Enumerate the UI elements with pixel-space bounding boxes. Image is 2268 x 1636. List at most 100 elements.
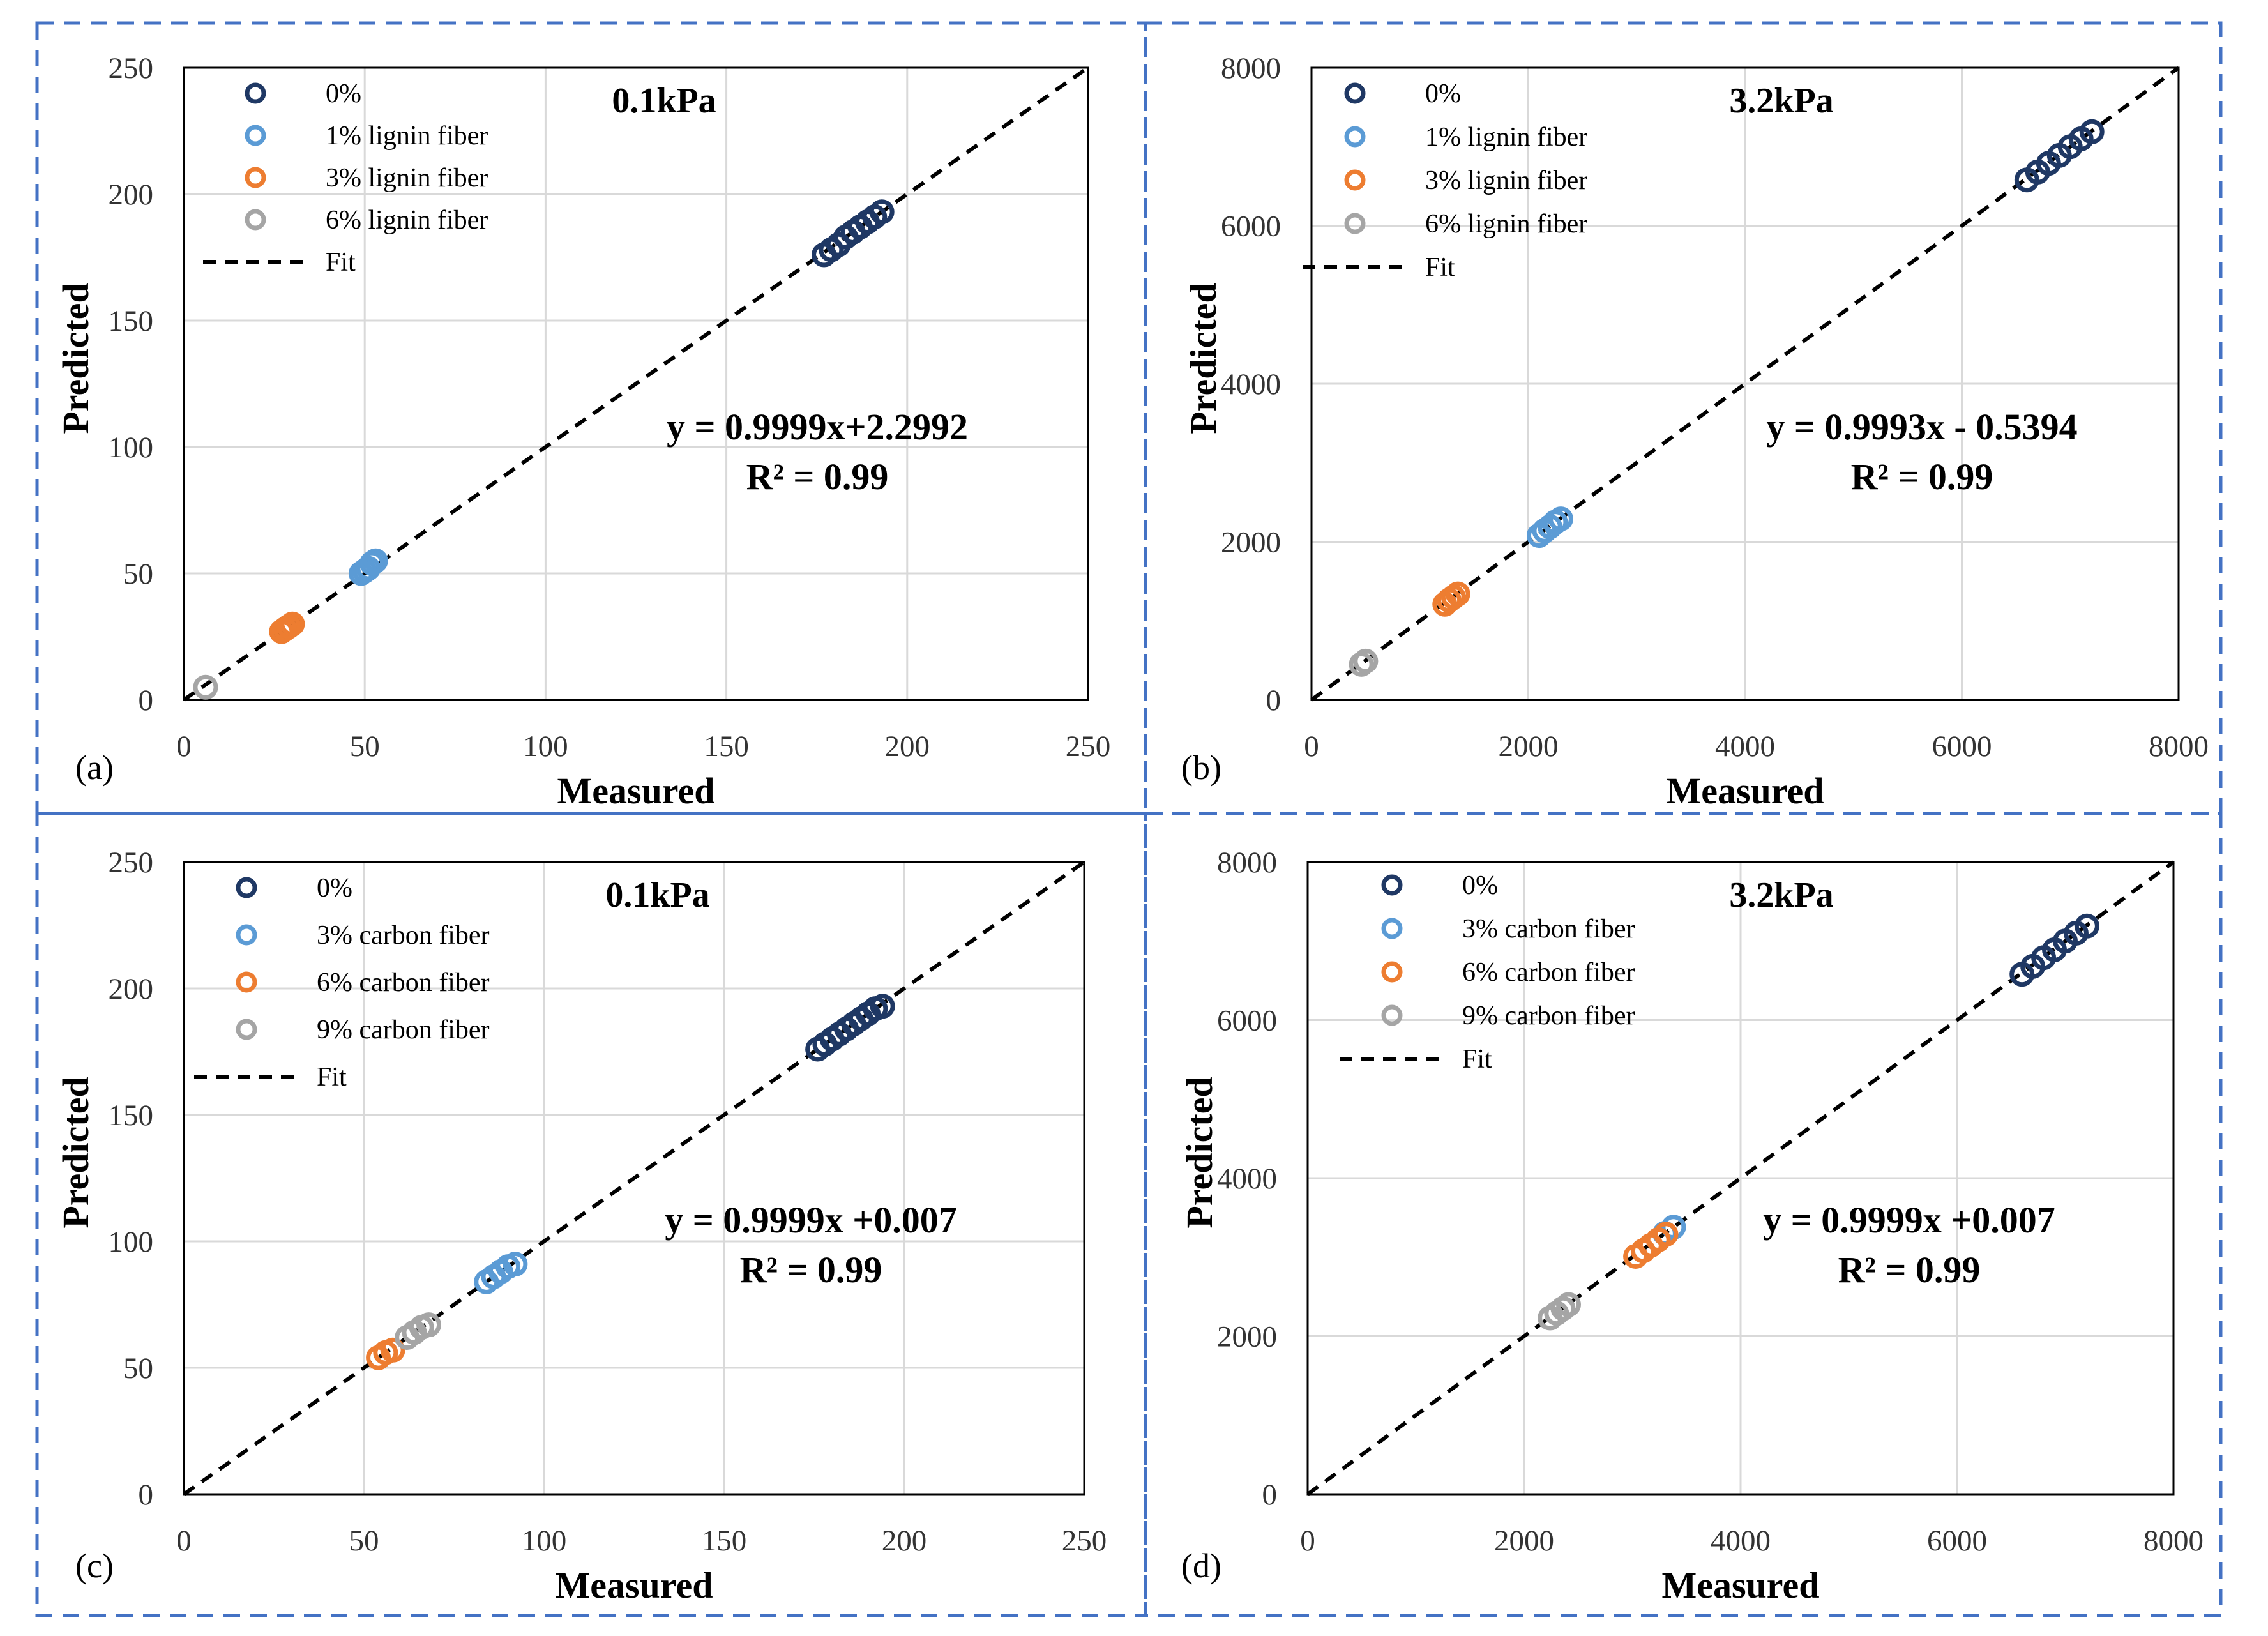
legend-marker xyxy=(1381,961,1403,983)
legend-marker xyxy=(236,924,257,946)
legend-label: 3% lignin fiber xyxy=(1425,166,1587,195)
legend-marker xyxy=(1381,1004,1403,1026)
y-tick-label: 2000 xyxy=(1217,1321,1277,1354)
y-axis-title: Predicted xyxy=(1183,282,1224,434)
chart-panel-b: 0 2000 4000 6000 8000 0 2000 4000 6000 8000 0% 1% l… xyxy=(1181,52,2209,812)
legend-label: 0% xyxy=(1425,79,1461,109)
chart-title: 3.2kPa xyxy=(1729,81,1833,121)
y-tick-label: 8000 xyxy=(1221,52,1281,85)
r-squared: R² = 0.99 xyxy=(740,1249,882,1291)
data-point xyxy=(2079,119,2105,144)
x-tick-label: 6000 xyxy=(1932,730,1992,763)
x-tick-label: 0 xyxy=(176,1524,192,1557)
legend-fit-label: Fit xyxy=(326,248,356,277)
series-3 xyxy=(395,1312,442,1350)
data-point xyxy=(1555,1292,1581,1317)
legend-fit-label: Fit xyxy=(1462,1045,1492,1074)
legend-marker xyxy=(1344,213,1366,234)
legend-label: 3% carbon fiber xyxy=(317,921,490,950)
x-tick-label: 2000 xyxy=(1499,730,1559,763)
y-tick-label: 6000 xyxy=(1221,210,1281,243)
y-tick-label: 50 xyxy=(123,1352,153,1385)
legend: 0% 3% carbon fiber 6% carbon fiber 9% carbo… xyxy=(194,874,490,1092)
x-tick-label: 50 xyxy=(349,1524,379,1557)
legend: 0% 1% lignin fiber 3% lignin fiber 6% ligni… xyxy=(1303,79,1587,282)
data-point xyxy=(363,548,388,573)
x-tick-label: 50 xyxy=(350,730,380,763)
legend-label: 6% lignin fiber xyxy=(1425,209,1587,239)
legend-marker xyxy=(245,167,266,188)
legend-marker xyxy=(1344,82,1366,104)
data-point xyxy=(870,994,895,1019)
series-1 xyxy=(1526,506,1573,549)
panel-label: (c) xyxy=(75,1547,114,1585)
series-2 xyxy=(366,1337,405,1370)
y-tick-label: 100 xyxy=(109,1225,154,1259)
panel-label: (b) xyxy=(1181,748,1221,787)
x-tick-label: 8000 xyxy=(2149,730,2209,763)
series-2 xyxy=(1623,1222,1679,1269)
x-axis-title: Measured xyxy=(557,770,714,812)
legend: 0% 3% carbon fiber 6% carbon fiber 9% carbo… xyxy=(1340,871,1635,1074)
plot-area xyxy=(183,861,1085,1496)
y-tick-label: 100 xyxy=(109,431,154,464)
legend-marker xyxy=(1381,874,1403,896)
y-tick-label: 250 xyxy=(109,52,154,85)
series-0 xyxy=(2014,119,2105,193)
legend-label: 0% xyxy=(317,874,352,903)
r-squared: R² = 0.99 xyxy=(1851,456,1993,497)
chart-panel-d: 0 2000 4000 6000 8000 0 2000 4000 6000 8000 0% 3% c… xyxy=(1179,846,2204,1606)
legend-label: 1% lignin fiber xyxy=(326,121,488,151)
panel-label: (a) xyxy=(75,748,114,787)
series-0 xyxy=(2009,913,2099,987)
legend-label: 6% carbon fiber xyxy=(1462,958,1635,987)
x-tick-label: 250 xyxy=(1066,730,1111,763)
x-tick-label: 0 xyxy=(176,730,192,763)
x-tick-label: 0 xyxy=(1300,1524,1315,1557)
data-point xyxy=(869,199,895,225)
legend-marker xyxy=(236,877,257,898)
y-tick-label: 250 xyxy=(109,846,154,879)
panel-border-c xyxy=(35,812,1147,1617)
chart-panel-a: 0 50 100 150 200 250 0 50 100 150 200 250 0% 1% ligni… xyxy=(55,52,1110,812)
chart-title: 0.1kPa xyxy=(612,81,716,121)
plot-area xyxy=(1306,861,2175,1496)
panel-border-d xyxy=(1144,812,2223,1617)
fit-equation: y = 0.9993x - 0.5394 xyxy=(1766,406,2077,448)
chart-title: 0.1kPa xyxy=(605,875,709,915)
y-tick-label: 8000 xyxy=(1217,846,1277,879)
y-tick-label: 150 xyxy=(109,1099,154,1132)
data-point xyxy=(1548,506,1573,532)
data-point xyxy=(280,611,305,637)
legend-label: 9% carbon fiber xyxy=(1462,1001,1635,1031)
y-tick-label: 150 xyxy=(109,305,154,338)
legend-label: 3% lignin fiber xyxy=(326,163,488,193)
x-tick-label: 4000 xyxy=(1715,730,1775,763)
data-point xyxy=(503,1252,528,1277)
series-0 xyxy=(805,994,895,1062)
y-tick-label: 50 xyxy=(123,557,153,591)
x-axis-title: Measured xyxy=(1661,1564,1819,1606)
x-tick-label: 0 xyxy=(1304,730,1319,763)
r-squared: R² = 0.99 xyxy=(746,456,889,497)
series-3 xyxy=(1349,648,1379,677)
x-tick-label: 200 xyxy=(885,730,930,763)
y-tick-label: 200 xyxy=(109,973,154,1006)
legend-marker xyxy=(1344,169,1366,191)
y-tick-label: 0 xyxy=(139,1478,154,1511)
legend-marker xyxy=(1381,918,1403,939)
series-2 xyxy=(269,611,305,644)
x-tick-label: 100 xyxy=(522,1524,567,1557)
x-tick-label: 4000 xyxy=(1711,1524,1771,1557)
series-0 xyxy=(812,199,895,268)
r-squared: R² = 0.99 xyxy=(1838,1249,1981,1291)
x-tick-label: 8000 xyxy=(2143,1524,2204,1557)
y-tick-label: 0 xyxy=(1262,1478,1278,1511)
legend-marker xyxy=(245,209,266,231)
data-point xyxy=(2074,913,2099,939)
legend-fit-label: Fit xyxy=(317,1063,347,1092)
legend-marker xyxy=(1344,126,1366,148)
fit-line xyxy=(183,66,1089,702)
legend-label: 0% xyxy=(326,79,361,109)
series-1 xyxy=(349,548,388,586)
